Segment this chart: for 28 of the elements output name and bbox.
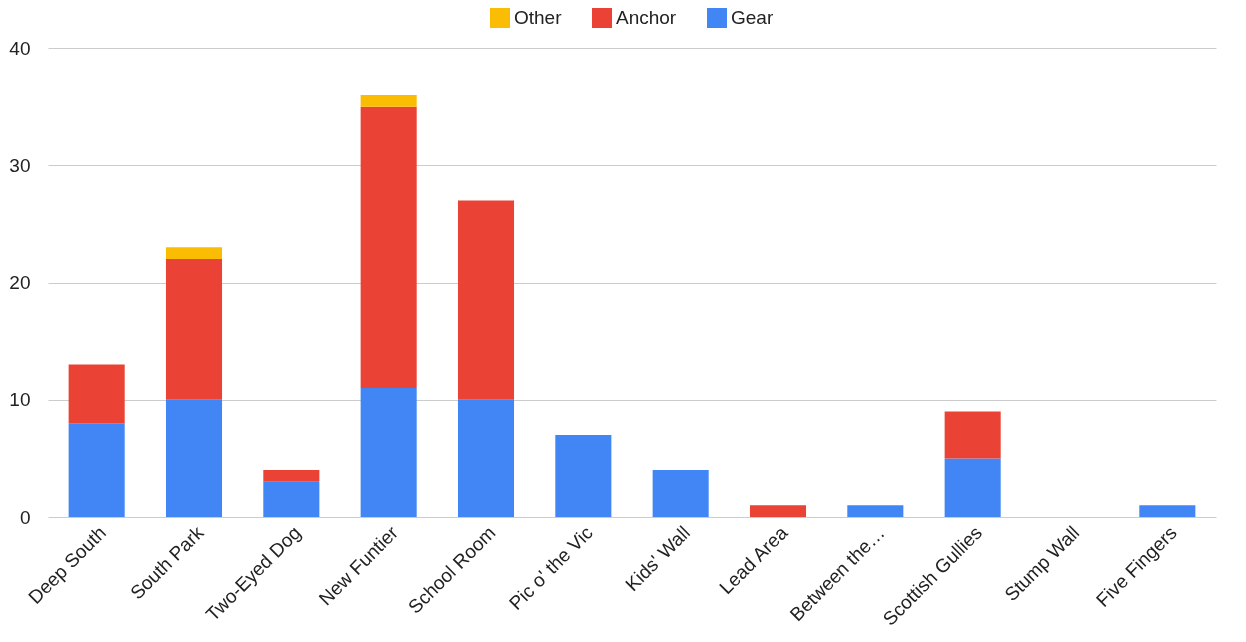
- bar: [165, 259, 223, 400]
- bar: [263, 481, 320, 517]
- bar: [555, 434, 612, 517]
- bar: [457, 399, 515, 517]
- bar: [749, 505, 807, 517]
- bar: [847, 505, 904, 517]
- bar: [944, 411, 1001, 459]
- bar: [68, 423, 125, 517]
- bar: [165, 399, 223, 517]
- bar: [360, 388, 417, 517]
- y-tick-label: 40: [9, 37, 31, 59]
- bar: [68, 364, 125, 424]
- bar: [944, 458, 1001, 517]
- legend-label: Anchor: [616, 7, 677, 28]
- bar: [1139, 505, 1196, 517]
- legend-label: Gear: [731, 7, 774, 28]
- bar: [652, 470, 709, 517]
- y-tick-label: 10: [9, 389, 31, 411]
- y-tick-label: 30: [9, 154, 31, 176]
- bar: [360, 94, 417, 107]
- bar: [263, 470, 320, 482]
- bar: [457, 200, 515, 400]
- y-tick-label: 20: [9, 272, 31, 293]
- y-tick-label: 0: [19, 506, 31, 528]
- legend-label: Other: [514, 7, 563, 28]
- bar: [165, 247, 223, 260]
- x-tick-label: Pic o' the Vic: [504, 522, 597, 614]
- bar: [360, 106, 417, 389]
